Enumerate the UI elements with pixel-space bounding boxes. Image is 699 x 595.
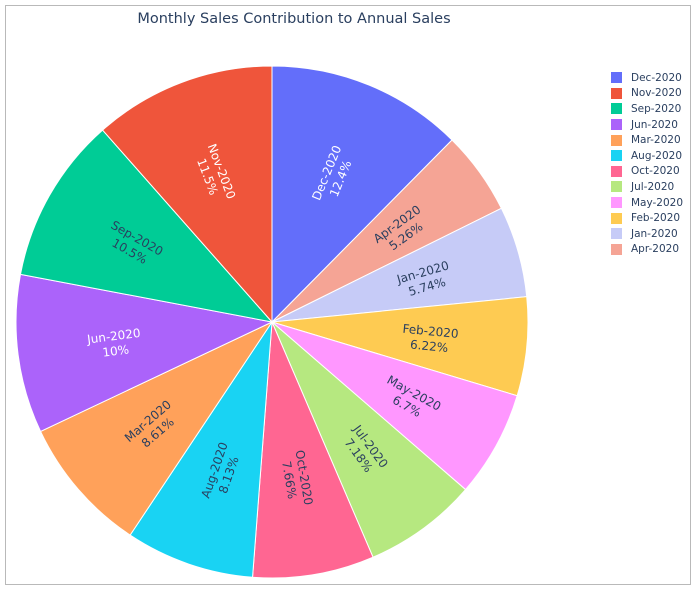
legend-swatch (611, 197, 622, 209)
legend-item-oct-2020[interactable]: Oct-2020 (611, 164, 683, 180)
legend-swatch (611, 243, 622, 255)
legend-item-feb-2020[interactable]: Feb-2020 (611, 210, 683, 226)
pie-slice-may-2020[interactable] (271, 321, 518, 491)
legend-label: Nov-2020 (631, 87, 682, 100)
legend-item-mar-2020[interactable]: Mar-2020 (611, 132, 683, 148)
pie-slice-mar-2020[interactable] (39, 320, 274, 536)
legend-swatch (611, 87, 622, 99)
legend-item-aug-2020[interactable]: Aug-2020 (611, 148, 683, 164)
pie-slice-jun-2020[interactable] (15, 273, 274, 433)
legend-label: Jan-2020 (631, 227, 678, 240)
legend-item-jul-2020[interactable]: Jul-2020 (611, 179, 683, 195)
slice-category-label: Jun-2020 (85, 326, 141, 347)
legend-label: Sep-2020 (631, 102, 682, 115)
legend-item-apr-2020[interactable]: Apr-2020 (611, 242, 683, 258)
slice-category-label: Feb-2020 (402, 322, 459, 341)
legend-item-nov-2020[interactable]: Nov-2020 (611, 86, 683, 102)
legend-label: Dec-2020 (631, 71, 682, 84)
legend-swatch (611, 212, 622, 224)
pie-slice-sep-2020[interactable] (19, 129, 274, 323)
legend-item-jun-2020[interactable]: Jun-2020 (611, 117, 683, 133)
legend-swatch (611, 72, 622, 84)
legend-swatch (611, 119, 622, 131)
legend-label: Jul-2020 (631, 180, 675, 193)
legend-label: May-2020 (631, 196, 684, 209)
legend-label: Oct-2020 (631, 165, 680, 178)
legend-label: Jun-2020 (631, 118, 678, 131)
legend-swatch (611, 181, 622, 193)
legend-swatch (611, 103, 622, 115)
legend-swatch (611, 165, 622, 177)
legend-label: Apr-2020 (631, 243, 680, 256)
pie-slice-dec-2020[interactable] (271, 65, 453, 324)
pie-slice-oct-2020[interactable] (252, 321, 374, 579)
slice-percent-label: 6.22% (409, 337, 448, 355)
pie-slice-nov-2020[interactable] (101, 65, 273, 324)
slice-percent-label: 7.66% (279, 460, 299, 500)
pie-slice-aug-2020[interactable] (129, 320, 273, 578)
legend-swatch (611, 134, 622, 146)
legend-label: Aug-2020 (631, 149, 683, 162)
pie-slice-jul-2020[interactable] (271, 321, 467, 558)
legend: Dec-2020 Nov-2020 Sep-2020 Jun-2020 Mar-2020… (611, 70, 683, 257)
legend-item-sep-2020[interactable]: Sep-2020 (611, 101, 683, 117)
slice-percent-label: 10% (102, 342, 130, 359)
legend-swatch (611, 228, 622, 240)
legend-label: Mar-2020 (631, 134, 681, 147)
legend-label: Feb-2020 (631, 212, 681, 225)
legend-item-may-2020[interactable]: May-2020 (611, 195, 683, 211)
chart-title: Monthly Sales Contribution to Annual Sal… (137, 11, 451, 27)
legend-item-jan-2020[interactable]: Jan-2020 (611, 226, 683, 242)
legend-swatch (611, 150, 622, 162)
legend-item-dec-2020[interactable]: Dec-2020 (611, 70, 683, 86)
